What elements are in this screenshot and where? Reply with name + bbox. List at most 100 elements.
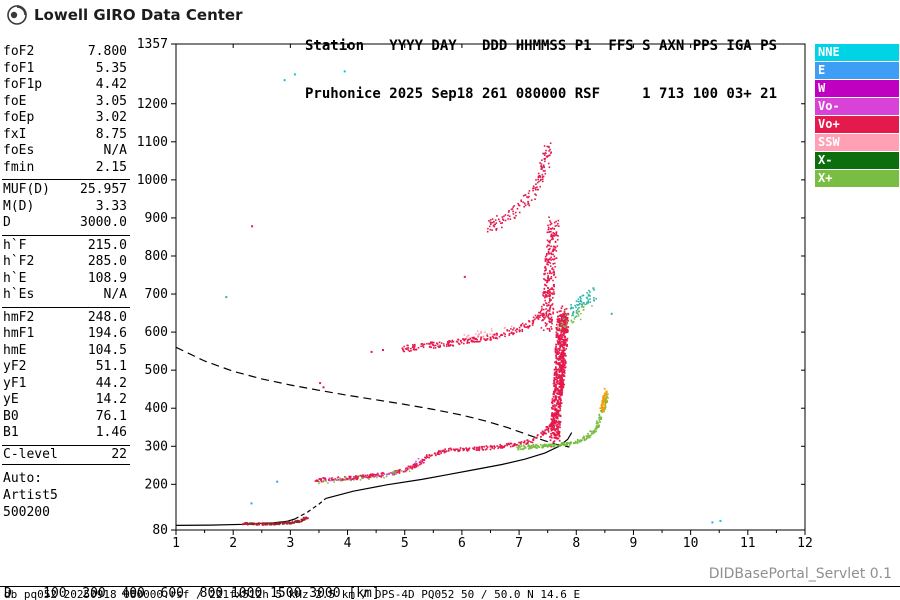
legend-item-X: X- — [815, 152, 899, 169]
echo-series-second-order-column — [540, 216, 560, 332]
x-tick-label: 5 — [401, 536, 409, 551]
param-label: yE — [3, 392, 19, 407]
x-tick-label: 6 — [458, 536, 466, 551]
echo-series-X-second-order-green — [557, 305, 593, 331]
param-value: 3000.0 — [80, 215, 127, 230]
param-row-yF1: yF1 44.2 — [2, 376, 130, 393]
echo-series-ssw-specks — [463, 325, 513, 340]
param-value: 4.42 — [95, 77, 127, 92]
param-value: 248.0 — [87, 309, 127, 325]
param-label: M(D) — [3, 198, 35, 214]
station-header-line2: Pruhonice 2025 Sep18 261 080000 RSF 1 71… — [305, 86, 778, 102]
logo-title: Lowell GIRO Data Center — [34, 6, 243, 24]
param-group-1: MUF(D) 25.957 M(D) 3.33 D 3000.0 — [2, 179, 130, 235]
param-row-hF: h`F 215.0 — [2, 238, 130, 255]
x-tick-label: 2 — [229, 536, 237, 551]
param-label: yF2 — [3, 359, 27, 374]
servlet-version-label: DIDBasePortal_Servlet 0.1 — [708, 566, 892, 582]
x-tick-label: 1 — [172, 536, 180, 551]
param-value: 285.0 — [87, 254, 127, 269]
param-row-hmF2: hmF2 248.0 — [2, 310, 130, 327]
legend-item-Vo: Vo- — [815, 98, 899, 115]
legend-item-Vo: Vo+ — [815, 116, 899, 133]
param-label: foF1p — [3, 77, 43, 92]
param-label: foF2 — [3, 44, 35, 59]
param-row-foEp: foEp 3.02 — [2, 110, 130, 127]
muf-distance-table: D 100 200 400 600 800 1000 1500 3000 [km… — [4, 556, 388, 600]
param-value: 7.800 — [87, 44, 127, 59]
x-tick-label: 12 — [797, 536, 813, 551]
param-value: 3.02 — [95, 110, 127, 125]
param-row-hmE: hmE 104.5 — [2, 343, 130, 360]
x-tick-label: 11 — [740, 536, 756, 551]
param-row-hEs: h`Es N/A — [2, 287, 130, 304]
autoscaling-line-0: Auto: — [3, 471, 43, 486]
param-row-Clevel: C-level 22 — [2, 447, 130, 464]
param-value: 14.2 — [95, 392, 127, 407]
y-tick-label: 500 — [145, 363, 168, 378]
legend-item-SSW: SSW — [815, 134, 899, 151]
legend-item-W: W — [815, 80, 899, 97]
x-tick-label: 8 — [572, 536, 580, 551]
param-value: 25.957 — [80, 182, 127, 197]
echo-series-oblique-violet — [323, 458, 423, 482]
param-row-fmin: fmin 2.15 — [2, 160, 130, 177]
param-row-MD: M(D) 3.33 — [2, 199, 130, 216]
legend-item-NNE: NNE — [815, 44, 899, 61]
station-header: Station YYYY DAY DDD HHMMSS P1 FFS S AXN… — [305, 6, 777, 134]
x-tick-label: 4 — [344, 536, 352, 551]
param-value: 22 — [111, 446, 127, 462]
y-tick-label: 800 — [145, 249, 168, 264]
param-label: h`F2 — [3, 254, 35, 269]
param-row-B0: B0 76.1 — [2, 409, 130, 426]
param-row-foF1p: foF1p 4.42 — [2, 77, 130, 94]
y-tick-label: 1100 — [137, 135, 168, 150]
param-row-D: D 3000.0 — [2, 215, 130, 232]
param-label: fxI — [3, 126, 27, 142]
station-header-line1: Station YYYY DAY DDD HHMMSS P1 FFS S AXN… — [305, 38, 778, 54]
echo-status-legend: NNE E W Vo- Vo+ SSW X- X+ — [815, 44, 899, 188]
echo-series-F-spread-column — [549, 305, 568, 448]
param-value: 76.1 — [95, 408, 127, 424]
param-label: MUF(D) — [3, 182, 50, 197]
autoscaling-line-1: Artist5 — [3, 488, 58, 503]
legend-item-E: E — [815, 62, 899, 79]
param-row-B1: B1 1.46 — [2, 425, 130, 442]
param-label: foEp — [3, 110, 35, 125]
param-group-2: h`F 215.0 h`F2 285.0 h`E 108.9 h`Es N/A — [2, 234, 130, 307]
status-bar: db pq052 20250918 080000.rsf / 221fx512h… — [0, 586, 900, 600]
param-label: fmin — [3, 159, 35, 175]
param-label: hmF1 — [3, 326, 35, 341]
param-label: foEs — [3, 143, 35, 158]
param-row-hF2: h`F2 285.0 — [2, 254, 130, 271]
param-row-foE: foE 3.05 — [2, 94, 130, 111]
param-label: h`E — [3, 270, 27, 286]
status-text: db pq052 20250918 080000.rsf / 221fx512h… — [4, 588, 581, 600]
y-tick-label: 900 — [145, 211, 168, 226]
legend-item-X: X+ — [815, 170, 899, 187]
param-value: 3.33 — [95, 198, 127, 214]
y-tick-label: 1000 — [137, 173, 168, 188]
param-group-3: hmF2 248.0 hmF1 194.6 hmE 104.5 yF2 51.1 yF1 44.2… — [2, 306, 130, 445]
param-value: N/A — [103, 143, 127, 158]
param-value: 8.75 — [95, 126, 127, 142]
param-label: h`Es — [3, 287, 35, 302]
param-label: D — [3, 215, 11, 230]
plot-border — [175, 43, 806, 531]
profile-line-profile-F — [325, 432, 573, 499]
autoscaling-line-2: 500200 — [3, 505, 50, 520]
x-tick-label: 7 — [515, 536, 523, 551]
param-value: 194.6 — [87, 326, 127, 341]
param-label: foF1 — [3, 60, 35, 76]
echo-series-X-top-orange — [599, 387, 609, 412]
param-label: hmF2 — [3, 309, 35, 325]
giro-logo-icon — [7, 5, 27, 25]
y-tick-label: 200 — [145, 477, 168, 492]
parameter-panel: foF2 7.800 foF1 5.35 foF1p 4.42 foE 3.05 foEp 3.0… — [2, 42, 130, 521]
param-label: B0 — [3, 408, 19, 424]
y-tick-label: 1357 — [137, 37, 168, 52]
axes: 1 2 3 4 5 6 7 8 9 10 11 128020030040050060070080090… — [137, 37, 813, 551]
x-tick-label: 3 — [286, 536, 294, 551]
